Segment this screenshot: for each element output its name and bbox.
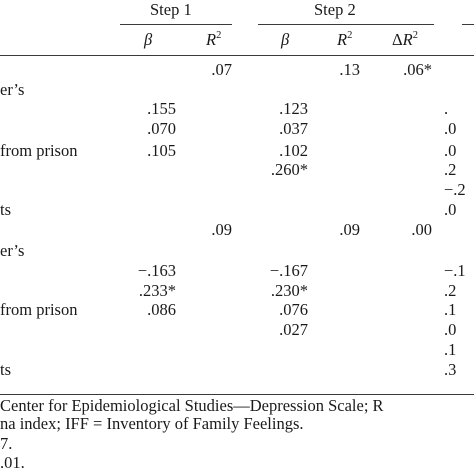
cell-s1-r2-row-9: .09 [211,220,232,239]
cell-label-row-10: er’s [0,241,25,260]
cell-s3-row-14: .0 [444,320,457,339]
cell-s2-beta-row-3: .123 [279,99,308,118]
cell-s2-r2-row-9: .09 [339,220,360,239]
cell-s1-beta-row-5: .105 [147,141,176,160]
cell-s2-beta-row-4: .037 [279,119,308,138]
cell-s2-dr2-row-1: .06* [403,60,432,79]
cell-s2-beta-row-12: .230* [270,281,308,300]
cell-label-row-8: ts [0,200,12,219]
note-line-2: na index; IFF = Inventory of Family Feel… [0,414,304,433]
cell-s3-row-3: . [444,99,449,118]
step1-rule [120,24,232,25]
cell-label-row-16: ts [0,360,12,379]
s2-beta-header: β [281,30,290,49]
step1-header: Step 1 [150,0,192,19]
cell-s3-row-6: .2 [444,160,457,179]
cell-s3-row-8: .0 [444,200,457,219]
cell-s2-beta-row-5: .102 [279,141,308,160]
note-line-1: Center for Epidemiological Studies—Depre… [0,396,384,415]
cell-label-row-5: from prison [0,141,78,160]
header-bottom-rule [0,55,474,56]
s2-r2-header: R2 [337,30,353,49]
cell-s1-beta-row-13: .086 [147,300,176,319]
cell-s2-dr2-row-9: .00 [411,220,432,239]
step2-rule [258,24,434,25]
step3-rule [462,24,474,25]
cell-s3-row-4: .0 [444,119,457,138]
cell-s2-beta-row-14: .027 [279,320,308,339]
s1-beta-header: β [144,30,153,49]
s1-r2-header: R2 [206,30,222,49]
cell-s3-row-11: −.1 [444,261,466,280]
cell-s2-beta-row-6: .260* [270,160,308,179]
cell-s2-beta-row-13: .076 [279,300,308,319]
cell-label-row-2: er’s [0,80,25,99]
s2-delta-r2-header: ΔR2 [392,30,418,49]
cell-s2-r2-row-1: .13 [339,60,360,79]
step2-header: Step 2 [314,0,356,19]
cell-s1-beta-row-4: .070 [147,119,176,138]
cell-s3-row-7: −.2 [444,180,466,199]
cell-s1-beta-row-11: −.163 [137,261,176,280]
cell-label-row-13: from prison [0,300,78,319]
cell-s3-row-13: .1 [444,300,457,319]
cell-s3-row-12: .2 [444,281,457,300]
cell-s3-row-5: .0 [444,141,457,160]
note-line-4: .01. [0,453,25,472]
cell-s1-r2-row-1: .07 [211,60,232,79]
cell-s3-row-16: .3 [444,360,457,379]
cell-s3-row-15: .1 [444,340,457,359]
cell-s1-beta-row-12: .233* [138,281,176,300]
table-bottom-rule [0,394,474,395]
cell-s2-beta-row-11: −.167 [269,261,308,280]
cell-s1-beta-row-3: .155 [147,99,176,118]
note-line-3: 7. [0,434,13,453]
